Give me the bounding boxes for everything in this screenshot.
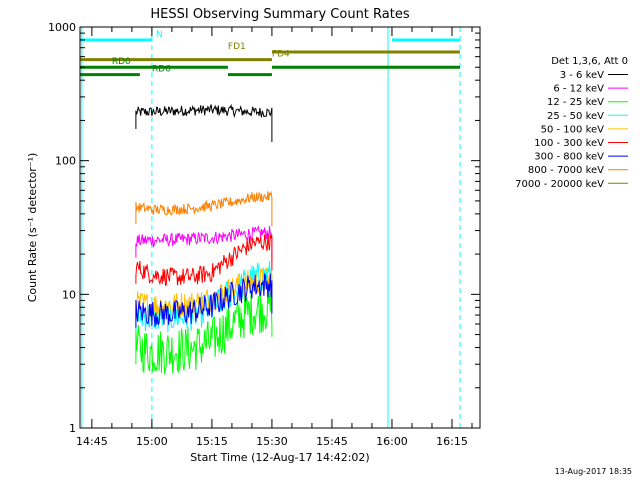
- legend-label-7: 800 - 7000 keV: [528, 165, 604, 176]
- x-tick-label-1: 15:00: [136, 435, 168, 448]
- status-label-rd6: RD6: [152, 65, 171, 75]
- series-line-5: [135, 233, 273, 287]
- footer-timestamp: 13-Aug-2017 18:35: [554, 467, 632, 476]
- status-label-fd4: FD4: [272, 50, 290, 60]
- status-label-rd0: RD0: [112, 57, 131, 67]
- status-label-fd1: FD1: [228, 42, 246, 52]
- y-tick-label-0: 1: [69, 422, 76, 435]
- legend-label-5: 100 - 300 keV: [534, 138, 604, 149]
- y-tick-label-2: 100: [55, 155, 76, 168]
- x-tick-label-5: 16:00: [376, 435, 408, 448]
- status-label-n: N: [156, 30, 163, 40]
- legend-label-4: 50 - 100 keV: [541, 124, 605, 135]
- series-line-2: [135, 285, 273, 375]
- legend-label-1: 6 - 12 keV: [553, 84, 604, 95]
- series-line-0: [135, 103, 273, 142]
- x-tick-label-3: 15:30: [256, 435, 288, 448]
- legend-label-8: 7000 - 20000 keV: [515, 179, 604, 190]
- series-line-1: [135, 225, 273, 263]
- legend-label-3: 25 - 50 keV: [547, 111, 604, 122]
- legend-label-0: 3 - 6 keV: [560, 70, 604, 81]
- y-tick-label-1: 10: [62, 288, 76, 301]
- x-tick-label-0: 14:45: [76, 435, 108, 448]
- x-axis-label: Start Time (12-Aug-17 14:42:02): [190, 451, 369, 464]
- legend-label-6: 300 - 800 keV: [534, 152, 604, 163]
- x-tick-label-4: 15:45: [316, 435, 348, 448]
- plot-frame: [79, 26, 481, 429]
- x-tick-label-6: 16:15: [436, 435, 468, 448]
- chart-title: HESSI Observing Summary Count Rates: [150, 7, 409, 22]
- y-axis-label: Count Rate (s⁻¹ detector⁻¹): [26, 153, 39, 303]
- series-line-7: [135, 190, 273, 227]
- y-tick-label-3: 1000: [48, 21, 76, 34]
- x-tick-label-2: 15:15: [196, 435, 228, 448]
- legend-label-2: 12 - 25 keV: [547, 97, 604, 108]
- series-line-6: [135, 273, 273, 328]
- legend-header: Det 1,3,6, Att 0: [551, 56, 628, 67]
